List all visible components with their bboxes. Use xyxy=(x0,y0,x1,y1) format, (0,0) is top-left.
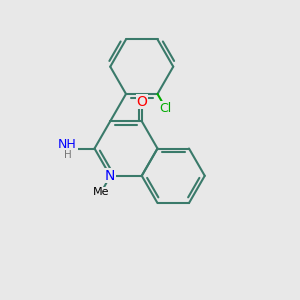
Text: O: O xyxy=(136,95,147,109)
Text: Cl: Cl xyxy=(160,102,172,115)
Text: NH: NH xyxy=(58,137,77,151)
Text: Me: Me xyxy=(93,187,110,197)
Text: H: H xyxy=(64,149,71,160)
Text: N: N xyxy=(105,169,116,183)
